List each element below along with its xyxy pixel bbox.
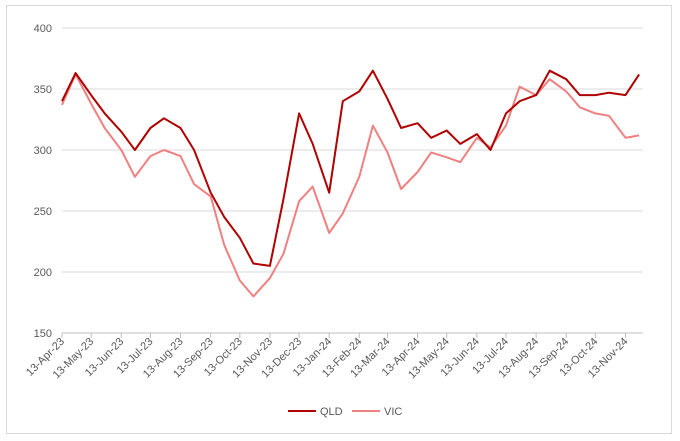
y-tick-label: 250 [34, 206, 52, 218]
y-tick-label: 300 [34, 145, 52, 157]
x-axis: 13-Apr-2313-May-2313-Jun-2313-Jul-2313-A… [24, 332, 643, 381]
y-tick-label: 400 [34, 23, 52, 35]
y-tick-label: 350 [34, 84, 52, 96]
series-line-qld [61, 69, 640, 267]
legend-label-vic: VIC [384, 406, 402, 418]
legend-label-qld: QLD [320, 406, 343, 418]
y-tick-label: 200 [34, 267, 52, 279]
gridlines [62, 27, 643, 273]
y-tick-label: 150 [34, 328, 52, 340]
legend: QLD VIC [288, 406, 402, 418]
series-lines [61, 69, 640, 298]
y-axis: 150 200 250 300 350 400 [34, 23, 52, 340]
series-line-vic [61, 73, 640, 298]
